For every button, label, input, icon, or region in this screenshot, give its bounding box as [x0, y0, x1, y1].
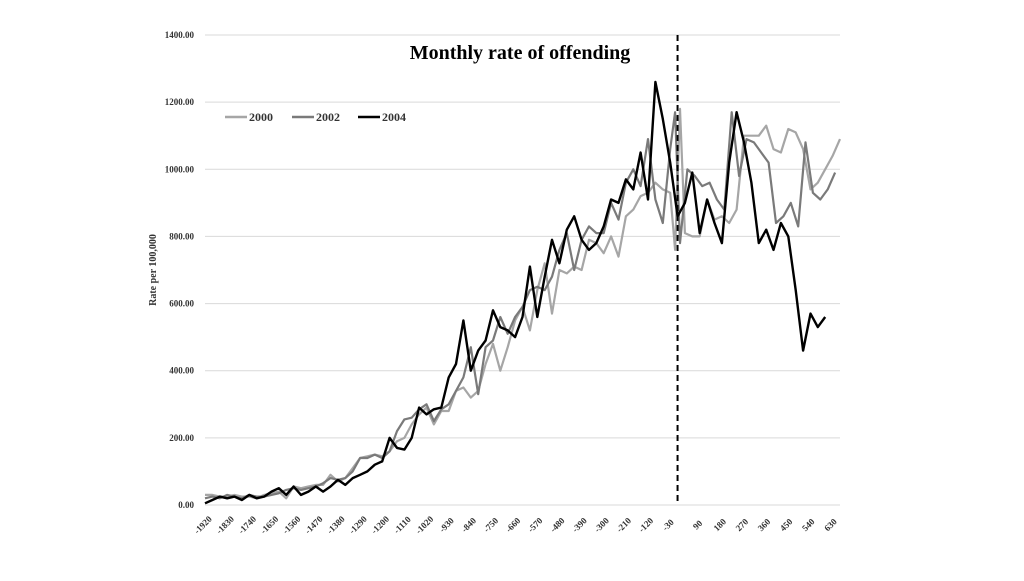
- x-tick-label: -1290: [347, 514, 369, 536]
- x-tick-label: -930: [437, 515, 456, 534]
- y-tick-label: 400.00: [169, 366, 194, 376]
- x-tick-label: -480: [548, 515, 567, 534]
- x-tick-label: -1110: [392, 514, 414, 536]
- x-tick-label: 270: [734, 516, 751, 533]
- chart-title: Monthly rate of offending: [410, 42, 631, 64]
- x-tick-label: -390: [570, 515, 589, 534]
- x-tick-label: -570: [526, 515, 545, 534]
- series-lines: [204, 80, 842, 505]
- legend-label-2000: 2000: [249, 110, 273, 124]
- x-tick-label: 90: [691, 518, 705, 532]
- x-tick-label: -120: [637, 515, 656, 534]
- x-tick-label: -210: [614, 515, 633, 534]
- series-line-2000: [205, 107, 842, 500]
- y-tick-label: 1400.00: [165, 30, 195, 40]
- series-line-2002: [204, 111, 837, 500]
- x-tick-label: 630: [822, 516, 839, 533]
- x-tick-label: -30: [660, 517, 676, 533]
- legend-label-2002: 2002: [316, 110, 340, 124]
- y-axis-label: Rate per 100,000: [148, 234, 159, 306]
- x-tick-label: -1380: [325, 514, 347, 536]
- legend: 2000 2002 2004: [225, 110, 406, 124]
- x-tick-label: 360: [756, 516, 773, 533]
- x-axis-ticks: -1920 -1830 -1740 -1650 -1560 -1470 -1380 -1290…: [192, 514, 839, 536]
- x-tick-label: -1830: [214, 514, 236, 536]
- x-tick-label: 540: [800, 516, 817, 533]
- gridlines: [205, 34, 840, 506]
- legend-label-2004: 2004: [382, 110, 406, 124]
- x-tick-label: -840: [459, 515, 478, 534]
- x-tick-label: -1470: [303, 514, 325, 536]
- x-tick-label: -1200: [369, 514, 391, 536]
- x-tick-label: 450: [778, 516, 795, 533]
- x-tick-label: -1560: [281, 514, 303, 536]
- x-tick-label: 180: [711, 516, 728, 533]
- x-tick-label: -1020: [413, 514, 435, 536]
- y-tick-label: 200.00: [169, 433, 194, 443]
- x-tick-label: -1650: [258, 514, 280, 536]
- x-tick-label: -300: [592, 515, 611, 534]
- y-tick-label: 1000.00: [165, 164, 195, 174]
- y-axis-ticks: 0.00 200.00 400.00 600.00 800.00 1000.00 1200.…: [165, 30, 195, 510]
- x-tick-label: -1740: [236, 514, 258, 536]
- y-tick-label: 1200.00: [165, 97, 195, 107]
- y-tick-label: 600.00: [169, 299, 194, 309]
- x-tick-label: -660: [504, 515, 523, 534]
- x-tick-label: -1920: [192, 514, 214, 536]
- series-line-2004: [204, 80, 827, 505]
- y-tick-label: 0.00: [178, 500, 194, 510]
- x-tick-label: -750: [481, 515, 500, 534]
- y-tick-label: 800.00: [169, 231, 194, 241]
